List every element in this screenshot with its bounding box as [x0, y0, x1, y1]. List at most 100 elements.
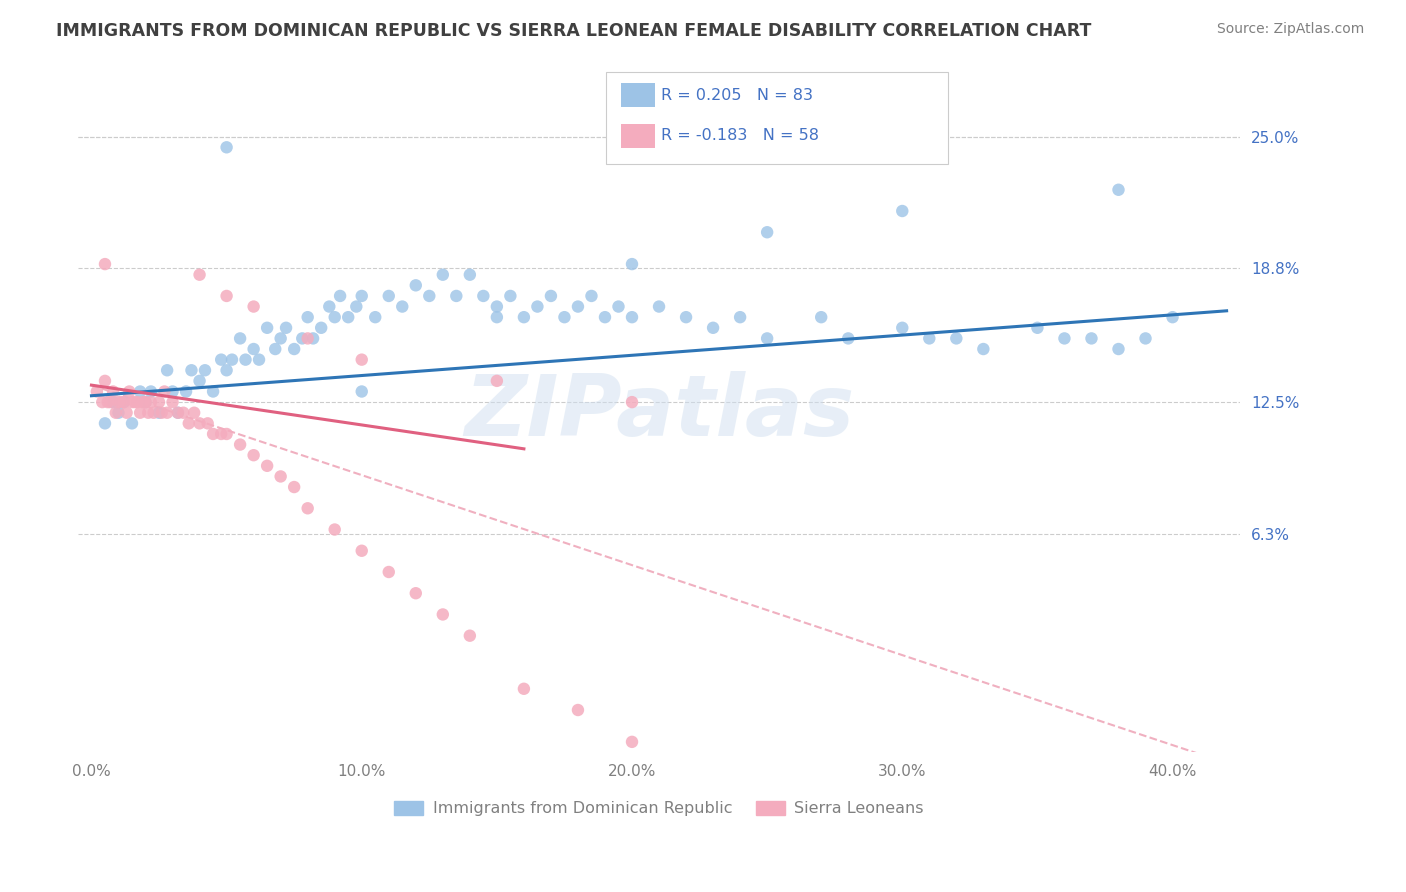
- Point: [242, 448, 264, 462]
- Point: [891, 320, 914, 334]
- Point: [91, 395, 114, 409]
- Point: [107, 406, 129, 420]
- Point: [270, 331, 292, 345]
- Point: [391, 300, 413, 314]
- Point: [1080, 331, 1102, 345]
- Point: [891, 204, 914, 219]
- Point: [675, 310, 697, 325]
- Point: [432, 268, 454, 282]
- Point: [837, 331, 859, 345]
- Point: [94, 417, 117, 431]
- Point: [337, 310, 360, 325]
- Point: [418, 289, 440, 303]
- Point: [134, 395, 156, 409]
- Point: [309, 320, 332, 334]
- Point: [405, 586, 427, 600]
- Point: [756, 225, 779, 239]
- Point: [156, 406, 179, 420]
- Point: [121, 395, 143, 409]
- Point: [167, 406, 190, 420]
- Point: [378, 289, 401, 303]
- Point: [150, 406, 173, 420]
- Point: [115, 406, 138, 420]
- Point: [139, 395, 162, 409]
- Point: [148, 395, 170, 409]
- Point: [100, 395, 122, 409]
- Point: [215, 363, 238, 377]
- Point: [112, 395, 135, 409]
- Point: [174, 384, 197, 399]
- Point: [458, 268, 481, 282]
- Point: [242, 300, 264, 314]
- Point: [183, 406, 205, 420]
- Point: [139, 384, 162, 399]
- Point: [148, 406, 170, 420]
- Text: R = 0.205   N = 83: R = 0.205 N = 83: [661, 88, 813, 103]
- Point: [134, 395, 156, 409]
- Point: [302, 331, 325, 345]
- Point: [94, 257, 117, 271]
- Point: [458, 629, 481, 643]
- Point: [177, 417, 200, 431]
- Point: [553, 310, 575, 325]
- Text: Source: ZipAtlas.com: Source: ZipAtlas.com: [1216, 22, 1364, 37]
- Point: [188, 268, 211, 282]
- Legend: Immigrants from Dominican Republic, Sierra Leoneans: Immigrants from Dominican Republic, Sier…: [388, 794, 931, 822]
- Point: [162, 395, 184, 409]
- Point: [229, 331, 252, 345]
- Point: [153, 384, 176, 399]
- Point: [648, 300, 671, 314]
- Point: [194, 363, 217, 377]
- Point: [350, 384, 373, 399]
- Point: [156, 363, 179, 377]
- Point: [215, 140, 238, 154]
- Point: [593, 310, 616, 325]
- Point: [350, 289, 373, 303]
- Point: [202, 384, 225, 399]
- Point: [485, 374, 508, 388]
- Point: [1161, 310, 1184, 325]
- Point: [142, 406, 165, 420]
- Point: [1026, 320, 1049, 334]
- Point: [86, 384, 108, 399]
- Point: [972, 342, 994, 356]
- Point: [136, 406, 159, 420]
- Point: [215, 427, 238, 442]
- Point: [167, 406, 190, 420]
- Point: [621, 257, 644, 271]
- Point: [221, 352, 243, 367]
- Point: [209, 427, 232, 442]
- Point: [513, 310, 536, 325]
- Point: [540, 289, 562, 303]
- Point: [129, 406, 152, 420]
- Point: [567, 703, 589, 717]
- Point: [97, 395, 120, 409]
- Point: [124, 395, 146, 409]
- Point: [318, 300, 340, 314]
- Point: [127, 395, 149, 409]
- Point: [1108, 342, 1130, 356]
- Point: [129, 384, 152, 399]
- Point: [1108, 183, 1130, 197]
- Point: [446, 289, 468, 303]
- Point: [94, 374, 117, 388]
- Point: [364, 310, 387, 325]
- Point: [101, 384, 124, 399]
- Point: [188, 374, 211, 388]
- Point: [256, 458, 278, 473]
- Point: [1135, 331, 1157, 345]
- Point: [323, 523, 346, 537]
- Point: [1053, 331, 1076, 345]
- Point: [499, 289, 522, 303]
- Text: IMMIGRANTS FROM DOMINICAN REPUBLIC VS SIERRA LEONEAN FEMALE DISABILITY CORRELATI: IMMIGRANTS FROM DOMINICAN REPUBLIC VS SI…: [56, 22, 1091, 40]
- Point: [621, 395, 644, 409]
- Point: [256, 320, 278, 334]
- Point: [101, 395, 124, 409]
- Point: [112, 395, 135, 409]
- Point: [350, 352, 373, 367]
- Point: [104, 406, 127, 420]
- Point: [378, 565, 401, 579]
- Point: [297, 310, 319, 325]
- Point: [329, 289, 352, 303]
- Point: [621, 310, 644, 325]
